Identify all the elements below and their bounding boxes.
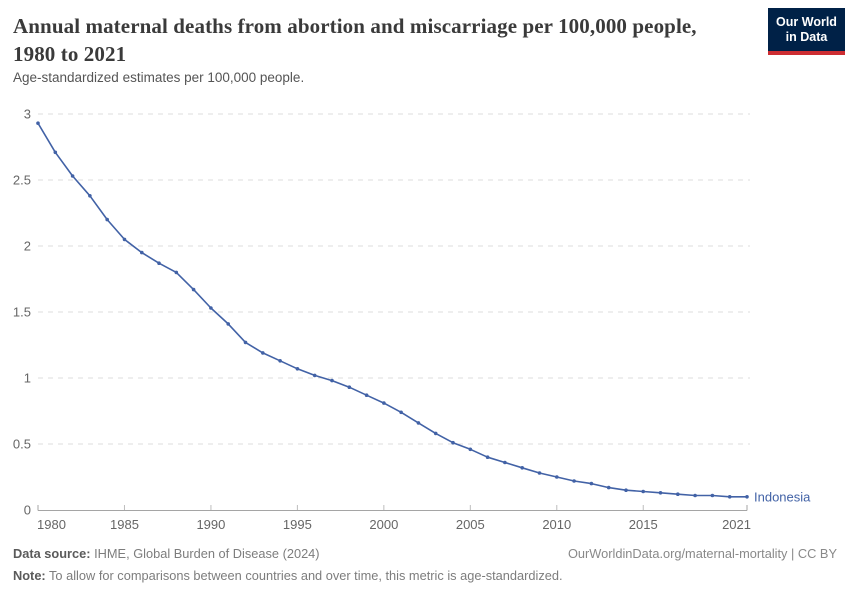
data-point bbox=[209, 306, 213, 310]
page-title: Annual maternal deaths from abortion and… bbox=[13, 14, 697, 66]
x-axis-tick-label: 2021 bbox=[722, 517, 751, 532]
data-point bbox=[745, 495, 749, 499]
x-axis-tick-label: 1990 bbox=[196, 517, 225, 532]
data-point bbox=[295, 367, 300, 371]
x-axis-tick-label: 1980 bbox=[37, 517, 66, 532]
x-axis-tick-label: 2005 bbox=[456, 517, 485, 532]
footer-url-license[interactable]: OurWorldinData.org/maternal-mortality | … bbox=[567, 546, 837, 561]
data-point bbox=[191, 287, 196, 292]
data-point bbox=[485, 455, 490, 460]
data-point bbox=[520, 466, 524, 470]
y-axis-tick-label: 1.5 bbox=[13, 305, 31, 320]
data-point bbox=[399, 410, 403, 415]
data-point bbox=[572, 479, 576, 483]
footer-sources-row: Data source: IHME, Global Burden of Dise… bbox=[13, 546, 837, 561]
data-point bbox=[347, 385, 352, 390]
data-point bbox=[606, 485, 611, 490]
owid-logo[interactable]: Our World in Data bbox=[768, 8, 845, 55]
data-point bbox=[676, 492, 680, 497]
x-axis-tick-label: 2010 bbox=[542, 517, 571, 532]
footer-note-row: Note: To allow for comparisons between c… bbox=[13, 568, 837, 583]
note-value: To allow for comparisons between countri… bbox=[45, 568, 563, 583]
data-point bbox=[382, 401, 386, 405]
y-axis-tick-label: 3 bbox=[24, 107, 31, 122]
x-axis-tick-label: 1985 bbox=[110, 517, 139, 532]
data-point bbox=[727, 495, 732, 499]
data-point bbox=[641, 489, 645, 494]
data-point bbox=[226, 322, 230, 326]
data-point bbox=[36, 121, 40, 125]
data-point bbox=[174, 270, 179, 275]
y-axis-tick-label: 0 bbox=[24, 503, 31, 518]
data-point bbox=[468, 447, 473, 452]
data-point bbox=[364, 393, 369, 398]
data-source-value: IHME, Global Burden of Disease (2024) bbox=[90, 546, 320, 561]
data-point bbox=[330, 378, 334, 383]
data-point bbox=[70, 174, 75, 178]
owid-logo-line2: in Data bbox=[785, 30, 828, 44]
note-label: Note: bbox=[13, 568, 46, 583]
data-point bbox=[243, 340, 248, 345]
data-point bbox=[693, 493, 697, 498]
data-point bbox=[451, 440, 455, 445]
series-label-indonesia[interactable]: Indonesia bbox=[754, 489, 811, 504]
data-point bbox=[140, 250, 144, 255]
data-point bbox=[312, 373, 317, 378]
data-point bbox=[589, 481, 594, 486]
data-point bbox=[105, 217, 109, 222]
data-point bbox=[624, 488, 628, 493]
data-point bbox=[433, 431, 438, 436]
x-axis-tick-label: 2015 bbox=[629, 517, 658, 532]
x-axis-tick-label: 1995 bbox=[283, 517, 312, 532]
data-point bbox=[53, 150, 58, 155]
data-point bbox=[710, 493, 715, 498]
y-axis-tick-label: 2.5 bbox=[13, 173, 31, 188]
chart-subtitle: Age-standardized estimates per 100,000 p… bbox=[13, 70, 305, 85]
y-axis-tick-label: 2 bbox=[24, 239, 31, 254]
data-point bbox=[555, 475, 559, 479]
data-point bbox=[416, 421, 421, 425]
data-line-indonesia bbox=[37, 122, 747, 498]
y-axis-tick-label: 0.5 bbox=[13, 437, 31, 452]
data-source-label: Data source: bbox=[13, 546, 91, 561]
data-point bbox=[88, 194, 92, 198]
data-point bbox=[278, 359, 282, 363]
data-point bbox=[537, 471, 542, 475]
data-point bbox=[122, 237, 127, 242]
data-point bbox=[658, 491, 663, 495]
y-axis-tick-label: 1 bbox=[24, 371, 31, 386]
data-point bbox=[261, 351, 265, 355]
owid-logo-line1: Our World bbox=[776, 15, 837, 29]
data-point bbox=[157, 261, 161, 266]
data-point bbox=[503, 460, 507, 465]
x-axis-tick-label: 2000 bbox=[369, 517, 398, 532]
